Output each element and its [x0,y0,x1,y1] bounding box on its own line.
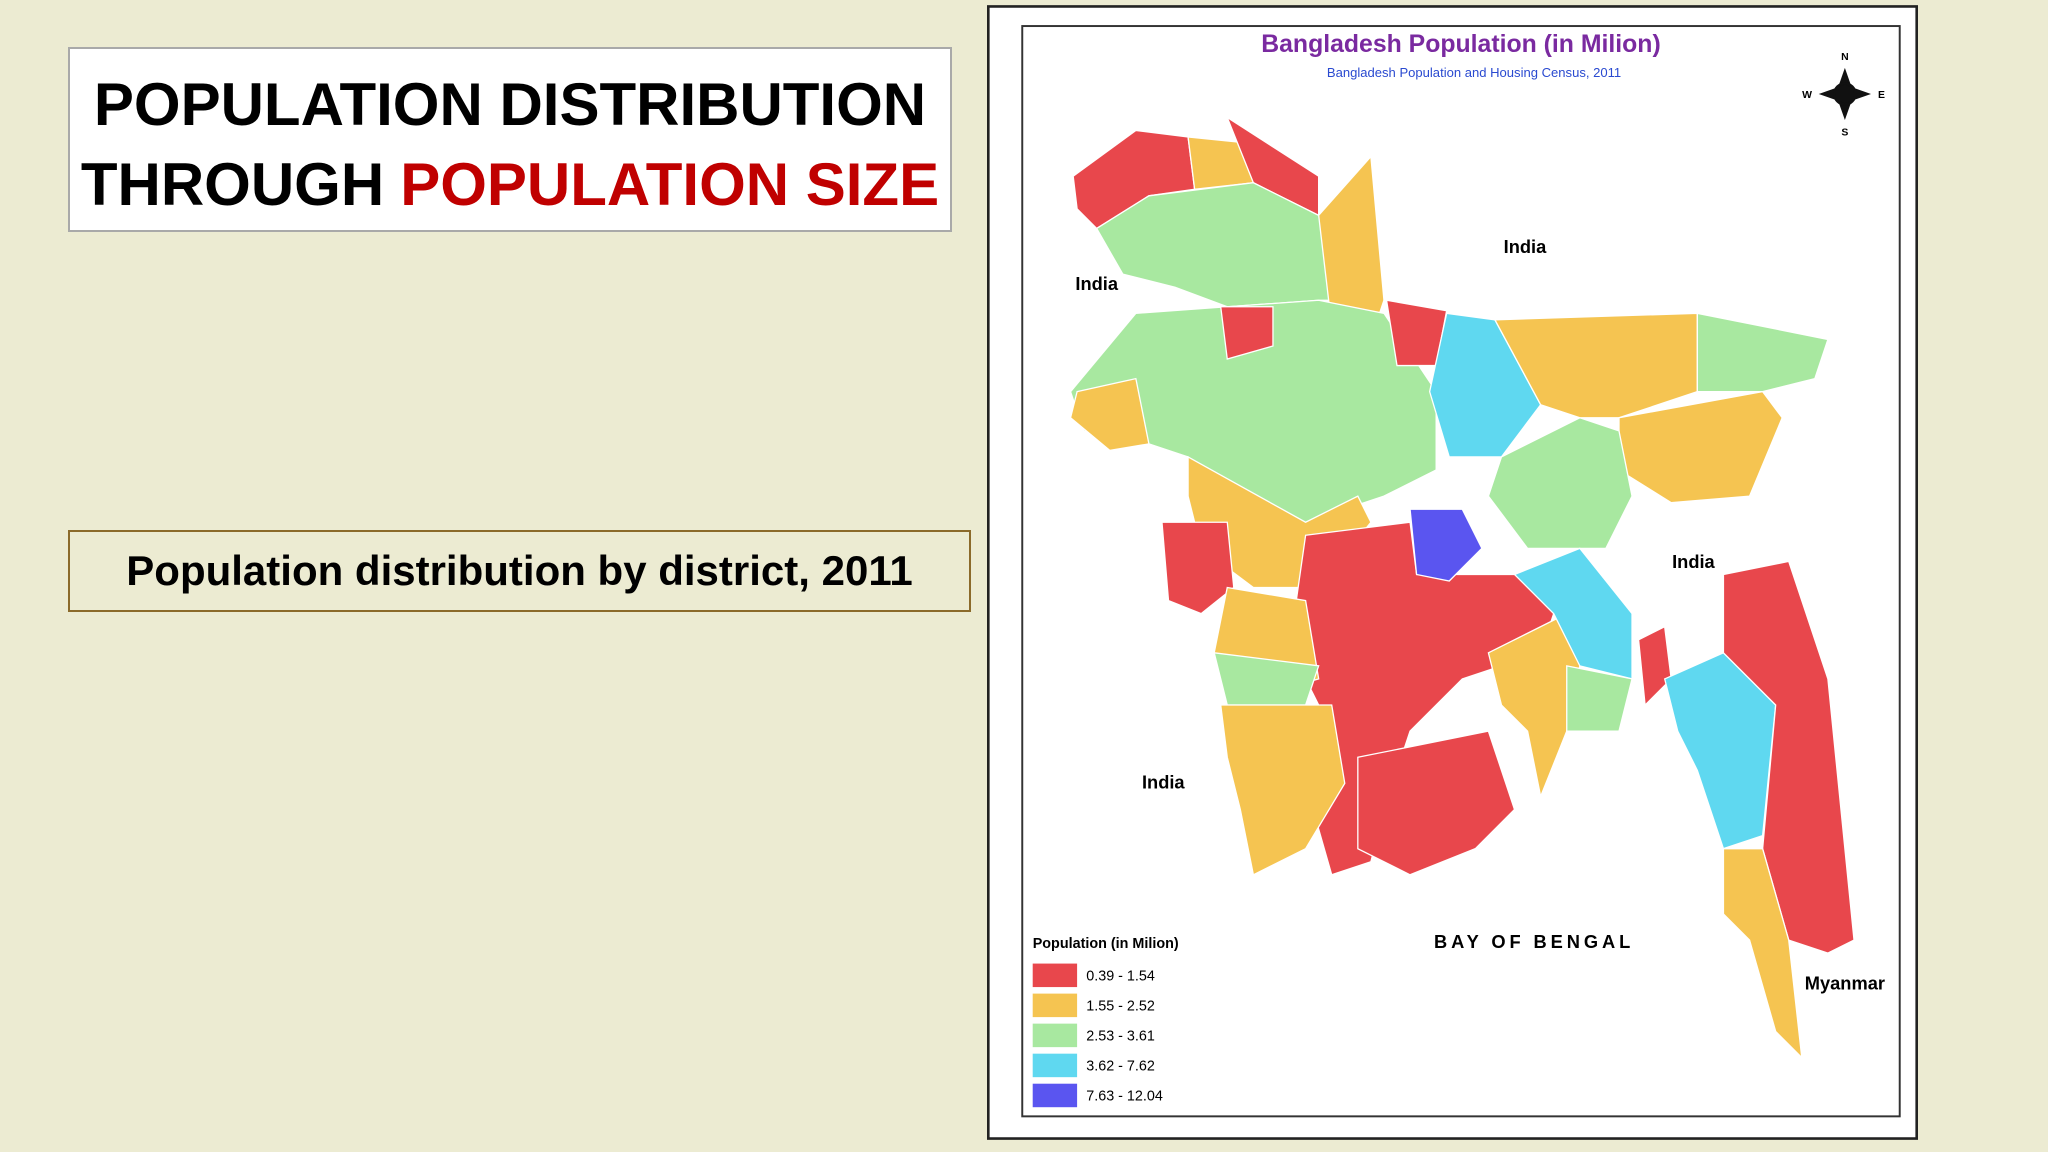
map: Bangladesh Population (in Milion) Bangla… [987,5,1918,1140]
map-label: India [1075,273,1118,294]
legend-label: 1.55 - 2.52 [1086,999,1155,1015]
map-title: Bangladesh Population (in Milion) [1261,31,1661,58]
title-text: THROUGH [80,151,385,218]
map-subtitle: Bangladesh Population and Housing Census… [1327,65,1621,80]
legend-swatch [1032,1023,1078,1048]
legend-swatch [1032,993,1078,1018]
district [1357,730,1516,876]
map-label: India [1142,772,1185,793]
caption: Population distribution by district, 201… [68,530,971,612]
legend-title: Population (in Milion) [1033,936,1179,952]
district [1069,377,1150,452]
legend-label: 7.63 - 12.04 [1086,1089,1163,1105]
title-box: POPULATION DISTRIBUTION THROUGH POPULATIO… [68,47,952,232]
district [1722,848,1803,1060]
compass-letter: E [1878,90,1885,101]
legend-label: 3.62 - 7.62 [1086,1059,1155,1075]
compass-needle [1818,84,1871,104]
legend: Population (in Milion) 0.39 - 1.54 1.55 -… [1032,936,1179,1108]
compass-letter: S [1841,128,1848,139]
map-label: Myanmar [1805,973,1885,994]
legend-label: 0.39 - 1.54 [1086,969,1155,985]
district [1219,306,1274,360]
compass-letter: W [1802,90,1812,101]
compass-ring [1833,82,1857,106]
district [1219,704,1346,876]
district [1409,508,1483,582]
district [1161,521,1235,615]
legend-label: 2.53 - 3.61 [1086,1029,1155,1045]
legend-swatch [1032,1053,1078,1078]
district [1722,560,1855,954]
legend-swatch [1032,963,1078,988]
district [1487,417,1633,549]
district [1566,665,1633,732]
map-label: BAY OF BENGAL [1434,931,1634,952]
title-line: POPULATION DISTRIBUTION [93,71,927,138]
compass-letter: N [1841,52,1849,63]
map-label: India [1672,551,1715,572]
districts [1069,115,1855,1060]
district [1696,312,1829,393]
title-line: THROUGH POPULATION SIZE [70,145,950,225]
map-label: India [1504,236,1547,257]
legend-swatch [1032,1083,1078,1108]
title-highlight: POPULATION SIZE [400,151,940,218]
